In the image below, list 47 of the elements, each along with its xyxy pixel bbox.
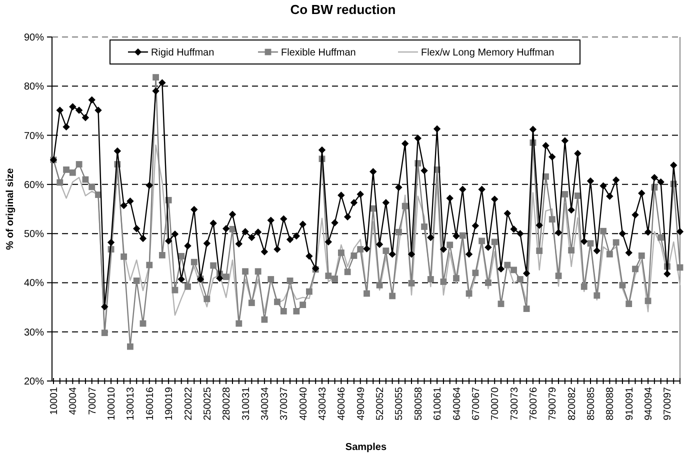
x-tick-label: 700070 — [490, 386, 502, 420]
x-tick-label: 490049 — [356, 386, 367, 420]
x-tick-label: 790079 — [548, 386, 559, 420]
x-tick-label: 760076 — [528, 386, 540, 420]
x-axis-title: Samples — [345, 442, 387, 453]
x-tick-label: 340034 — [260, 386, 271, 420]
x-tick-label: 460046 — [336, 386, 348, 420]
x-tick-label: 310031 — [240, 386, 252, 420]
y-tick-label: 40% — [24, 278, 44, 290]
x-tick-label: 220022 — [183, 386, 194, 420]
legend-label: Flex/w Long Memory Huffman — [421, 48, 554, 58]
x-tick-label: 130013 — [126, 386, 137, 420]
x-tick-label: 820082 — [566, 386, 578, 420]
x-tick-label: 640064 — [452, 386, 463, 420]
chart-title: Co BW reduction — [290, 2, 396, 17]
legend-label: Flexible Huffman — [281, 48, 356, 58]
x-tick-label: 730073 — [509, 386, 520, 420]
x-tick-label: 610061 — [432, 386, 444, 420]
x-tick-label: 190019 — [164, 386, 176, 420]
x-tick-label: 400040 — [298, 386, 310, 420]
x-tick-label: 580058 — [413, 386, 424, 420]
x-tick-label: 100010 — [106, 386, 118, 420]
x-tick-label: 520052 — [375, 386, 386, 420]
y-tick-label: 50% — [24, 229, 44, 240]
y-tick-label: 60% — [24, 180, 44, 191]
x-tick-label: 850085 — [586, 386, 597, 420]
x-tick-label: 910091 — [624, 386, 636, 420]
x-tick-label: 70007 — [87, 386, 98, 415]
x-tick-label: 280028 — [222, 386, 233, 420]
y-tick-label: 90% — [24, 32, 44, 44]
x-tick-label: 940094 — [644, 386, 655, 420]
x-tick-label: 40004 — [68, 386, 80, 415]
y-tick-label: 70% — [24, 130, 44, 142]
x-tick-label: 10001 — [49, 386, 60, 415]
y-tick-label: 80% — [24, 82, 44, 93]
x-tick-label: 430043 — [318, 386, 328, 420]
x-tick-label: 250025 — [202, 386, 214, 420]
x-tick-label: 670067 — [470, 386, 482, 420]
y-tick-label: 30% — [24, 327, 44, 338]
x-tick-label: 160016 — [144, 386, 156, 420]
x-tick-label: 550055 — [394, 386, 406, 420]
y-axis-title: % of original size — [5, 168, 16, 250]
legend-label: Rigid Huffman — [151, 48, 214, 58]
x-tick-label: 970097 — [662, 386, 674, 420]
y-tick-label: 20% — [24, 376, 44, 388]
x-tick-label: 880088 — [605, 386, 616, 420]
x-tick-label: 370037 — [279, 386, 290, 420]
